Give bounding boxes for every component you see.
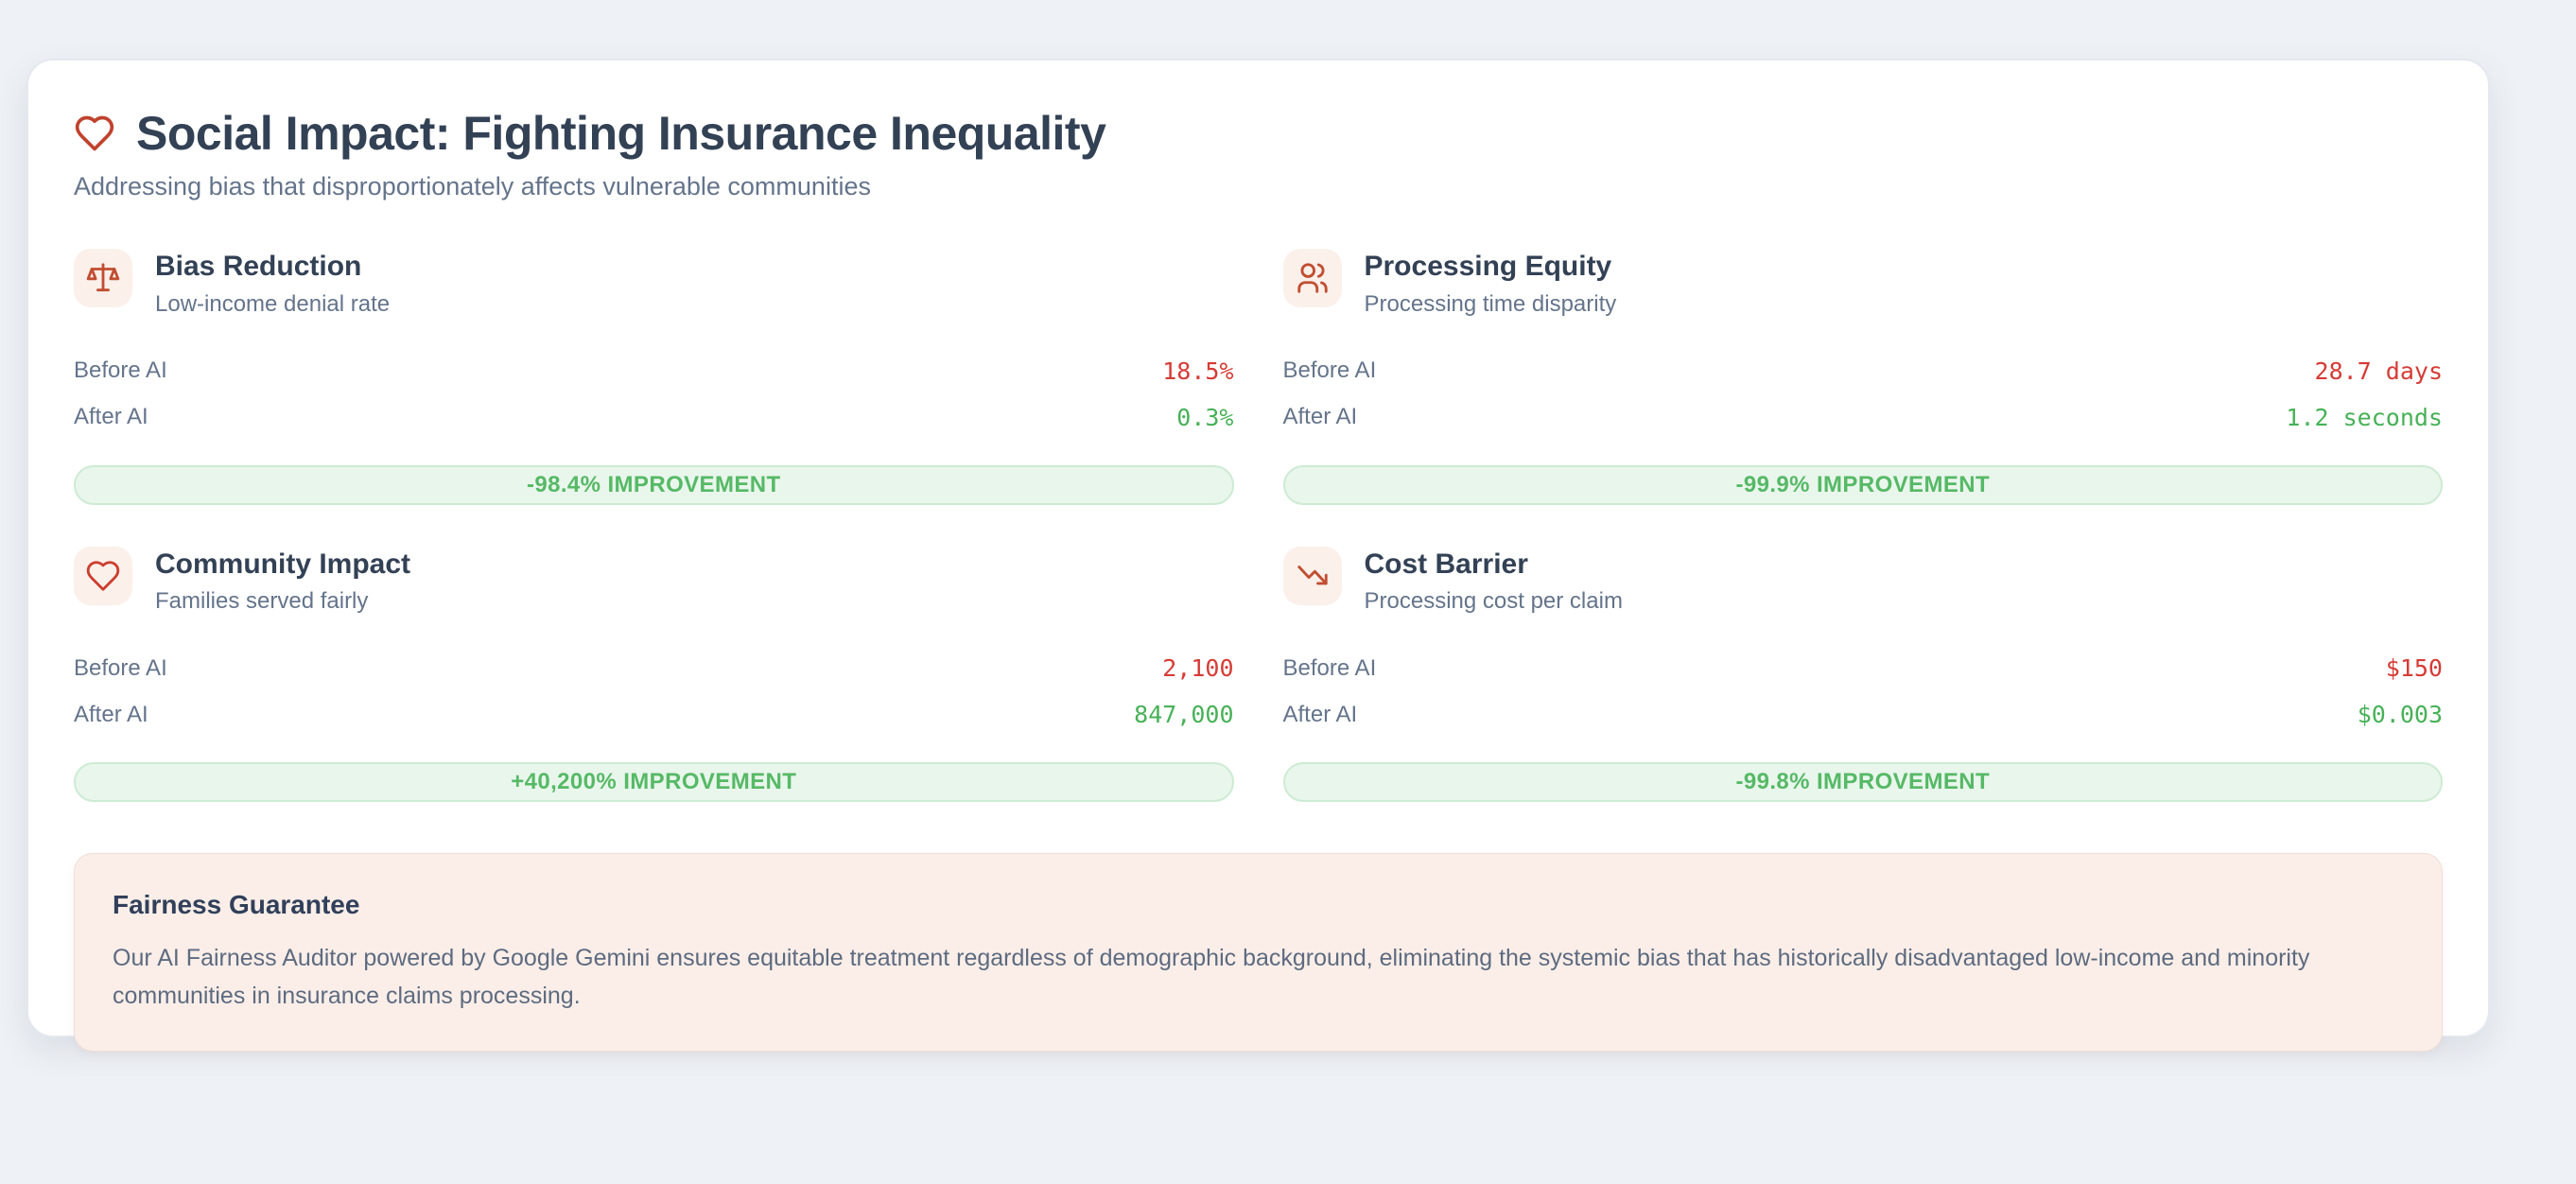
fairness-body: Our AI Fairness Auditor powered by Googl… (113, 945, 2310, 1009)
before-value: 2,100 (1162, 654, 1234, 682)
before-row: Before AI 2,100 (74, 645, 1234, 691)
before-value: 18.5% (1162, 357, 1234, 385)
metric-title: Bias Reduction (155, 251, 362, 282)
improvement-badge: +40,200% IMPROVEMENT (74, 762, 1234, 802)
metric-title: Community Impact (155, 548, 411, 580)
metric-head: Cost Barrier Processing cost per claim (1282, 546, 2444, 616)
after-row: After AI 0.3% (74, 394, 1234, 441)
metric-card-processing-equity: Processing Equity Processing time dispar… (1282, 249, 2444, 505)
metric-head: Processing Equity Processing time dispar… (1282, 249, 2444, 318)
metric-card-cost-barrier: Cost Barrier Processing cost per claim B… (1282, 546, 2444, 802)
after-row: After AI 847,000 (74, 691, 1234, 738)
metric-head: Bias Reduction Low-income denial rate (74, 249, 1234, 318)
after-label: After AI (74, 701, 148, 727)
social-impact-panel: Social Impact: Fighting Insurance Inequa… (26, 59, 2490, 1052)
improvement-badge: -99.8% IMPROVEMENT (1282, 762, 2443, 802)
metrics-grid: Bias Reduction Low-income denial rate Be… (74, 249, 2443, 802)
before-label: Before AI (74, 357, 167, 383)
after-row: After AI $0.003 (1283, 691, 2444, 738)
metric-head: Community Impact Families served fairly (74, 546, 1234, 616)
metric-title: Processing Equity (1364, 251, 1612, 282)
metric-head-text: Bias Reduction Low-income denial rate (155, 249, 390, 318)
before-label: Before AI (1282, 654, 1377, 681)
after-value: 1.2 seconds (2286, 403, 2443, 431)
after-value: 847,000 (1134, 701, 1234, 728)
metric-rows: Before AI 18.5% After AI 0.3% (74, 348, 1234, 441)
metric-card-community-impact: Community Impact Families served fairly … (74, 546, 1234, 802)
icon-chip (74, 249, 132, 307)
after-label: After AI (1282, 701, 1358, 727)
metric-subtitle: Processing time disparity (1364, 290, 1617, 317)
trending-down-icon (1297, 565, 1328, 584)
icon-chip (1282, 249, 1342, 307)
page-subtitle: Addressing bias that disproportionately … (74, 172, 871, 200)
after-row: After AI 1.2 seconds (1283, 394, 2444, 441)
metric-card-bias-reduction: Bias Reduction Low-income denial rate Be… (74, 249, 1234, 505)
after-value: 0.3% (1176, 403, 1234, 431)
before-row: Before AI 28.7 days (1283, 348, 2444, 394)
before-row: Before AI $150 (1283, 645, 2444, 691)
metric-title: Cost Barrier (1364, 548, 1528, 580)
metric-subtitle: Processing cost per claim (1364, 588, 1623, 614)
metric-rows: Before AI $150 After AI $0.003 (1283, 645, 2444, 738)
improvement-badge: -99.9% IMPROVEMENT (1282, 464, 2443, 505)
fairness-title: Fairness Guarantee (113, 890, 360, 919)
after-label: After AI (1282, 404, 1358, 429)
before-label: Before AI (1282, 357, 1377, 383)
metric-subtitle: Families served fairly (155, 588, 369, 614)
panel-header: Social Impact: Fighting Insurance Inequa… (74, 106, 2443, 161)
improvement-badge: -98.4% IMPROVEMENT (74, 464, 1234, 505)
heart-icon (75, 115, 114, 151)
icon-chip (74, 546, 132, 605)
heart-icon (86, 560, 120, 591)
metric-head-text: Processing Equity Processing time dispar… (1365, 249, 1617, 318)
users-icon (1297, 263, 1328, 293)
before-value: 28.7 days (2314, 357, 2443, 385)
metric-rows: Before AI 2,100 After AI 847,000 (74, 645, 1234, 738)
metric-subtitle: Low-income denial rate (155, 290, 391, 317)
metric-rows: Before AI 28.7 days After AI 1.2 seconds (1283, 348, 2444, 441)
before-label: Before AI (74, 654, 167, 681)
fairness-guarantee-box: Fairness Guarantee Our AI Fairness Audit… (74, 853, 2443, 1052)
icon-chip (1282, 546, 1342, 605)
metric-head-text: Community Impact Families served fairly (155, 547, 410, 616)
before-value: $150 (2385, 654, 2443, 682)
metric-head-text: Cost Barrier Processing cost per claim (1365, 547, 1623, 616)
after-label: After AI (74, 404, 148, 429)
scales-icon (86, 263, 120, 292)
after-value: $0.003 (2357, 701, 2443, 728)
before-row: Before AI 18.5% (74, 348, 1234, 394)
page-title: Social Impact: Fighting Insurance Inequa… (136, 107, 1106, 160)
